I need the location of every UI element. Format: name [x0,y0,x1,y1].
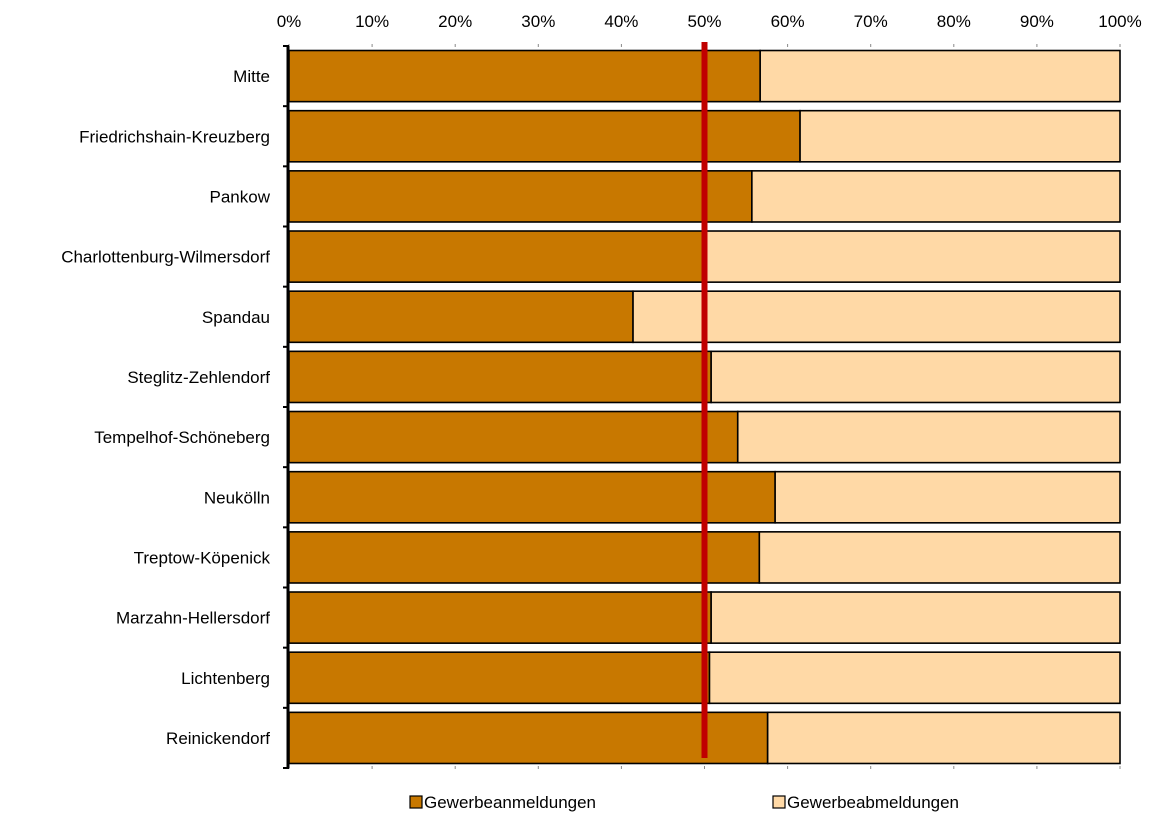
bar-area [288,49,1121,765]
legend-swatch-anmeldungen [409,795,423,809]
x-tick-label: 40% [604,12,638,31]
category-label: Marzahn-Hellersdorf [116,609,270,628]
x-axis-ticks: 0% 10% 20% 30% 40% 50% 60% 70% 80% 90% 100% [277,12,1142,769]
bar-segment-abmeldungen [708,651,1121,705]
category-label: Steglitz-Zehlendorf [127,368,270,387]
category-label: Charlottenburg-Wilmersdorf [61,248,270,267]
category-label: Lichtenberg [181,669,270,688]
bar-segment-anmeldungen [288,531,761,584]
bar-segment-anmeldungen [288,230,706,283]
x-tick-label: 0% [277,12,302,31]
x-tick-label: 100% [1098,12,1141,31]
category-label: Treptow-Köpenick [134,548,271,567]
bar-segment-abmeldungen [774,470,1121,524]
x-tick-label: 10% [355,12,389,31]
legend-swatch-abmeldungen [772,795,786,809]
category-label: Mitte [233,67,270,86]
y-axis [283,45,290,769]
bar-segment-abmeldungen [736,410,1121,464]
legend-label: Gewerbeanmeldungen [424,793,596,812]
bar-segment-abmeldungen [766,711,1121,765]
x-tick-label: 30% [521,12,555,31]
bar-segment-anmeldungen [288,410,739,464]
x-tick-label: 90% [1020,12,1054,31]
category-label: Pankow [210,187,271,206]
x-tick-label: 60% [771,12,805,31]
category-label: Neukölln [204,488,270,507]
category-labels: Mitte Friedrichshain-Kreuzberg Pankow Charl… [61,67,271,748]
bar-segment-abmeldungen [632,290,1121,344]
bar-segment-abmeldungen [759,49,1121,103]
x-tick-label: 70% [854,12,888,31]
category-label: Friedrichshain-Kreuzberg [79,127,270,146]
legend: Gewerbeanmeldungen Gewerbeabmeldungen [409,793,959,812]
bar-segment-anmeldungen [288,170,753,223]
bar-segment-anmeldungen [288,109,801,163]
bar-segment-abmeldungen [703,230,1121,283]
x-tick-label: 50% [687,12,721,31]
bar-segment-anmeldungen [288,591,712,644]
x-tick-label: 80% [937,12,971,31]
category-label: Tempelhof-Schöneberg [94,428,270,447]
bar-segment-anmeldungen [288,49,761,103]
category-label: Reinickendorf [166,729,270,748]
bar-segment-abmeldungen [799,109,1121,163]
legend-label: Gewerbeabmeldungen [787,793,959,812]
category-label: Spandau [202,308,270,327]
bar-segment-abmeldungen [751,170,1121,223]
bar-segment-anmeldungen [288,651,711,705]
bar-segment-abmeldungen [710,350,1121,404]
bar-segment-abmeldungen [710,591,1121,644]
x-tick-label: 20% [438,12,472,31]
bar-segment-anmeldungen [288,290,634,344]
bar-segment-abmeldungen [758,531,1121,584]
bar-segment-anmeldungen [288,350,712,404]
bar-segment-anmeldungen [288,711,769,765]
